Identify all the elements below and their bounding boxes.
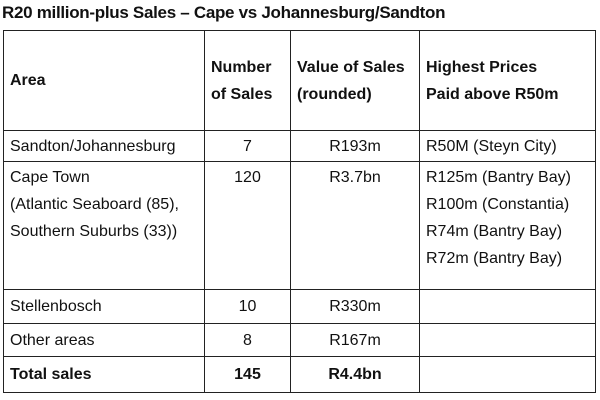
total-highest-cell [419, 356, 596, 393]
area-cell: Stellenbosch [3, 289, 205, 325]
value-cell: R193m [290, 130, 420, 163]
number-cell: 120 [204, 161, 291, 291]
header-area: Area [3, 29, 205, 132]
highest-line: R125m (Bantry Bay) [426, 169, 571, 187]
header-number-line2: of Sales [211, 85, 273, 103]
area-cell: Cape Town (Atlantic Seaboard (85), South… [3, 161, 205, 291]
total-row: Total sales 145 R4.4bn [3, 356, 596, 393]
value-cell: R330m [290, 289, 420, 325]
total-value-cell: R4.4bn [290, 356, 420, 393]
highest-line: R72m (Bantry Bay) [426, 250, 563, 268]
total-label-cell: Total sales [3, 356, 205, 393]
table-row: Stellenbosch 10 R330m [3, 289, 596, 325]
header-highest-line2: Paid above R50m [426, 85, 559, 103]
header-area-label: Area [10, 72, 46, 90]
header-value-line2: (rounded) [297, 85, 372, 103]
highest-cell: R125m (Bantry Bay) R100m (Constantia) R7… [419, 161, 596, 291]
number-cell: 10 [204, 289, 291, 325]
header-highest-line1: Highest Prices [426, 58, 538, 76]
table-row: Cape Town (Atlantic Seaboard (85), South… [3, 161, 596, 291]
header-row: Area Number of Sales Value of Sales (rou… [3, 29, 596, 132]
area-cell: Other areas [3, 323, 205, 358]
total-number-cell: 145 [204, 356, 291, 393]
highest-line: R100m (Constantia) [426, 196, 570, 214]
area-line: (Atlantic Seaboard (85), [10, 196, 179, 214]
area-line: Stellenbosch [10, 298, 102, 316]
table-row: Other areas 8 R167m [3, 323, 596, 358]
area-line: Sandton/Johannesburg [10, 137, 176, 155]
header-number: Number of Sales [204, 29, 291, 132]
area-line: Other areas [10, 331, 95, 349]
header-value-line1: Value of Sales [297, 58, 405, 76]
highest-line: R50M (Steyn City) [426, 137, 557, 155]
header-highest: Highest Prices Paid above R50m [419, 29, 596, 132]
area-line: Cape Town [10, 169, 90, 187]
highest-line: R74m (Bantry Bay) [426, 223, 563, 241]
value-cell: R167m [290, 323, 420, 358]
value-cell: R3.7bn [290, 161, 420, 291]
highest-cell: R50M (Steyn City) [419, 130, 596, 163]
table-row: Sandton/Johannesburg 7 R193m R50M (Steyn… [3, 130, 596, 163]
area-line: Southern Suburbs (33)) [10, 223, 178, 241]
sales-table: Area Number of Sales Value of Sales (rou… [3, 29, 596, 393]
number-cell: 8 [204, 323, 291, 358]
highest-cell [419, 323, 596, 358]
area-cell: Sandton/Johannesburg [3, 130, 205, 163]
highest-cell [419, 289, 596, 325]
number-cell: 7 [204, 130, 291, 163]
header-number-line1: Number [211, 58, 272, 76]
header-value: Value of Sales (rounded) [290, 29, 420, 132]
table-title: R20 million-plus Sales – Cape vs Johanne… [2, 3, 446, 22]
